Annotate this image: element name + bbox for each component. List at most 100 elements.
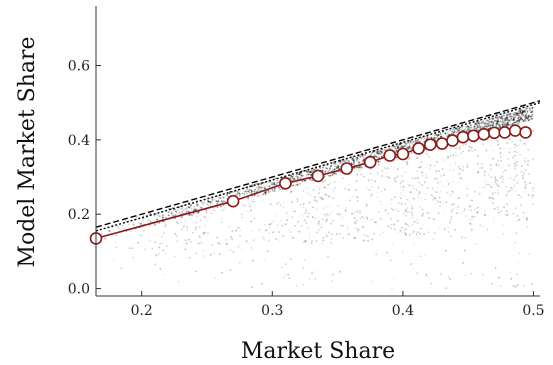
- scatter-point: [460, 177, 463, 180]
- scatter-point: [480, 123, 482, 126]
- scatter-point: [121, 224, 124, 227]
- scatter-point: [356, 156, 358, 159]
- scatter-point: [437, 134, 440, 137]
- scatter-point: [249, 191, 251, 194]
- scatter-point: [116, 226, 119, 228]
- scatter-point: [214, 277, 217, 279]
- scatter-point: [141, 219, 144, 222]
- scatter-point: [512, 285, 515, 288]
- scatter-point: [293, 178, 295, 181]
- scatter-point: [384, 149, 386, 151]
- scatter-point: [418, 166, 421, 169]
- scatter-point: [239, 192, 241, 195]
- scatter-point: [513, 185, 516, 188]
- scatter-point: [200, 242, 203, 244]
- scatter-point: [314, 199, 316, 202]
- scatter-point: [381, 175, 384, 177]
- scatter-point: [515, 232, 518, 235]
- scatter-point: [447, 183, 450, 185]
- scatter-point: [524, 115, 527, 117]
- scatter-point: [274, 188, 276, 190]
- scatter-point: [494, 178, 497, 181]
- scatter-point: [161, 242, 164, 245]
- scatter-point: [333, 168, 336, 171]
- scatter-point: [250, 190, 253, 193]
- scatter-point: [221, 271, 223, 274]
- scatter-point: [529, 182, 531, 185]
- scatter-point: [207, 200, 210, 203]
- scatter-point: [488, 125, 490, 127]
- scatter-point: [255, 183, 258, 185]
- scatter-point: [402, 185, 405, 188]
- scatter-point: [514, 121, 516, 124]
- scatter-point: [489, 124, 492, 127]
- scatter-point: [442, 208, 445, 211]
- scatter-point: [518, 252, 521, 255]
- scatter-point: [397, 147, 400, 149]
- data-point: [519, 126, 532, 139]
- scatter-point: [236, 192, 239, 195]
- scatter-point: [346, 159, 349, 162]
- scatter-point: [512, 212, 515, 215]
- scatter-point: [253, 239, 255, 242]
- scatter-point: [237, 246, 240, 249]
- scatter-point: [496, 122, 499, 125]
- scatter-point: [176, 240, 179, 243]
- scatter-point: [477, 171, 479, 174]
- scatter-point: [490, 176, 493, 178]
- scatter-point: [393, 149, 396, 152]
- scatter-point: [511, 119, 514, 122]
- scatter-point: [418, 138, 420, 141]
- scatter-point: [412, 229, 415, 232]
- scatter-point: [307, 226, 309, 229]
- scatter-point: [517, 118, 520, 120]
- scatter-point: [464, 129, 466, 132]
- scatter-point: [324, 175, 326, 178]
- scatter-point: [306, 179, 308, 182]
- scatter-point: [532, 110, 535, 112]
- scatter-point: [410, 148, 413, 150]
- scatter-point: [485, 126, 488, 128]
- scatter-point: [453, 147, 456, 149]
- scatter-point: [527, 118, 530, 121]
- scatter-point: [309, 172, 312, 174]
- scatter-point: [309, 178, 311, 181]
- scatter-point: [327, 195, 330, 198]
- scatter-point: [396, 146, 399, 149]
- scatter-point: [277, 181, 280, 184]
- scatter-point: [525, 113, 528, 116]
- scatter-point: [504, 118, 506, 120]
- scatter-point: [243, 186, 246, 189]
- scatter-point: [492, 157, 494, 160]
- scatter-point: [370, 193, 373, 196]
- scatter-point: [273, 181, 276, 184]
- scatter-point: [523, 142, 526, 145]
- scatter-point: [528, 253, 530, 255]
- scatter-point: [524, 117, 527, 120]
- scatter-point: [353, 167, 355, 170]
- scatter-point: [377, 174, 380, 176]
- scatter-point: [202, 249, 205, 252]
- scatter-point: [263, 191, 266, 194]
- scatter-point: [420, 173, 423, 176]
- scatter-point: [382, 152, 384, 155]
- scatter-point: [469, 205, 471, 208]
- scatter-point: [489, 144, 492, 147]
- scatter-point: [195, 221, 198, 224]
- scatter-point: [307, 187, 310, 189]
- scatter-point: [298, 173, 301, 175]
- scatter-point: [332, 189, 335, 192]
- scatter-point: [425, 273, 427, 276]
- scatter-point: [496, 122, 498, 125]
- scatter-point: [478, 123, 481, 125]
- scatter-point: [268, 191, 270, 194]
- scatter-point: [433, 196, 436, 199]
- scatter-point: [239, 190, 242, 193]
- scatter-point: [184, 248, 187, 251]
- scatter-point: [532, 130, 534, 133]
- scatter-point: [476, 125, 479, 127]
- scatter-point: [174, 232, 177, 235]
- scatter-point: [191, 214, 194, 217]
- scatter-point: [531, 113, 534, 116]
- scatter-point: [273, 184, 276, 186]
